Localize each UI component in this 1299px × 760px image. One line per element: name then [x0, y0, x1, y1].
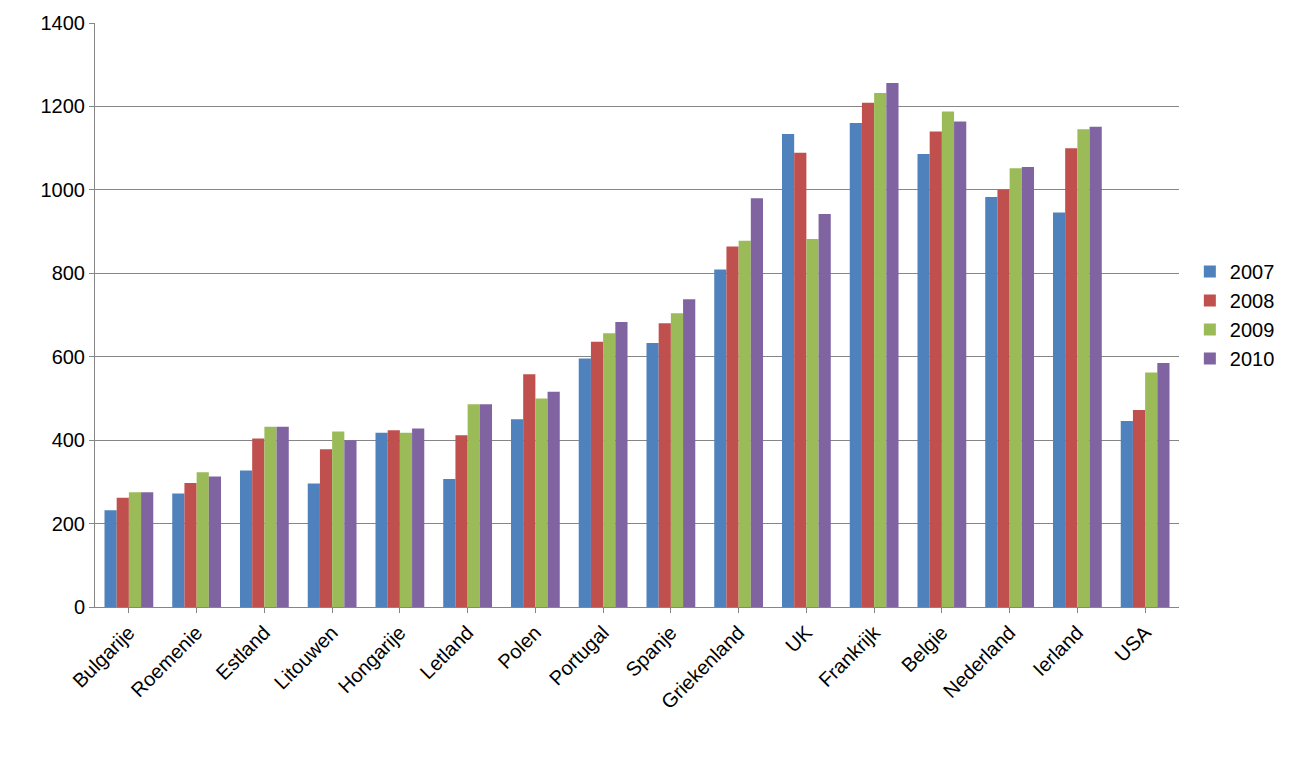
svg-text:Frankrijk: Frankrijk: [814, 621, 884, 691]
svg-text:Ierland: Ierland: [1028, 621, 1087, 680]
svg-text:Belgie: Belgie: [897, 621, 952, 676]
svg-text:800: 800: [52, 262, 85, 284]
svg-text:UK: UK: [781, 621, 817, 657]
svg-text:USA: USA: [1110, 621, 1155, 666]
svg-text:Letland: Letland: [416, 621, 478, 683]
svg-text:2010: 2010: [1230, 348, 1275, 370]
svg-text:Polen: Polen: [494, 621, 546, 673]
svg-text:2007: 2007: [1230, 261, 1275, 283]
svg-text:400: 400: [52, 429, 85, 451]
svg-text:600: 600: [52, 346, 85, 368]
svg-text:Estland: Estland: [212, 621, 275, 684]
svg-text:Griekenland: Griekenland: [657, 621, 749, 713]
svg-text:2008: 2008: [1230, 290, 1275, 312]
svg-text:1400: 1400: [41, 12, 86, 34]
svg-text:Roemenie: Roemenie: [127, 621, 207, 701]
svg-text:Bulgarije: Bulgarije: [68, 621, 139, 692]
svg-text:Hongarije: Hongarije: [334, 621, 410, 697]
svg-text:Litouwen: Litouwen: [270, 621, 342, 693]
svg-text:200: 200: [52, 513, 85, 535]
svg-text:1200: 1200: [41, 95, 86, 117]
svg-text:2009: 2009: [1230, 319, 1275, 341]
svg-text:1000: 1000: [41, 179, 86, 201]
svg-text:Nederland: Nederland: [939, 621, 1020, 702]
svg-text:0: 0: [74, 596, 85, 618]
svg-text:Spanje: Spanje: [621, 621, 681, 681]
svg-text:Portugal: Portugal: [545, 621, 613, 689]
